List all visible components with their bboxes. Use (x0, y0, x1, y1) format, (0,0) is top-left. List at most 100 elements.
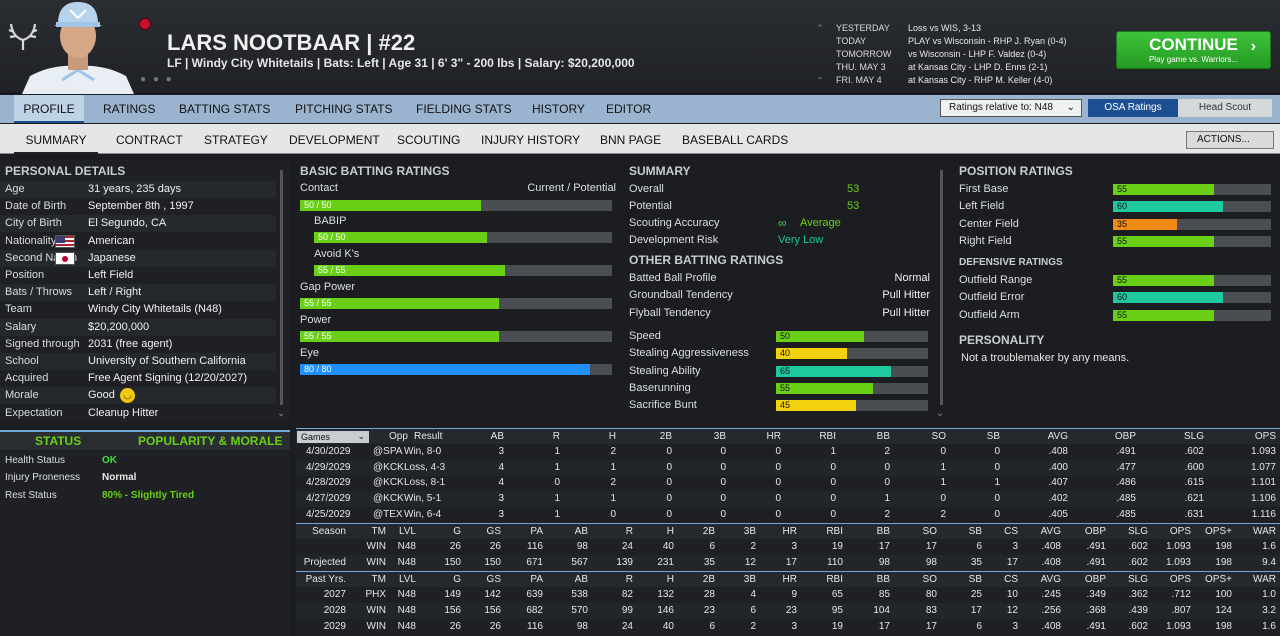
games-select[interactable]: Games ⌄ (297, 431, 369, 443)
column-header[interactable]: SO (931, 431, 946, 442)
column-header[interactable]: AVG (1040, 574, 1061, 585)
column-header[interactable]: WAR (1253, 574, 1276, 585)
column-header[interactable]: SB (968, 574, 982, 585)
column-header[interactable]: 3B (713, 431, 726, 442)
column-header[interactable]: AB (490, 431, 504, 442)
table-cell: 19 (831, 621, 843, 632)
column-header[interactable]: R (625, 526, 633, 537)
column-header[interactable]: H (608, 431, 616, 442)
column-header[interactable]: H (666, 574, 674, 585)
column-header[interactable]: SLG (1127, 526, 1148, 537)
column-header[interactable]: R (552, 431, 560, 442)
column-header[interactable]: PA (530, 526, 543, 537)
osa-ratings-toggle[interactable]: OSA Ratings (1088, 99, 1178, 117)
column-header[interactable]: OPS (1254, 431, 1276, 442)
schedule-arrows-icon[interactable]: ⌃ ⌄ (816, 23, 824, 81)
tab-editor[interactable]: EDITOR (606, 102, 652, 116)
column-header[interactable]: OPS+ (1205, 574, 1232, 585)
column-header[interactable]: HR (782, 574, 797, 585)
tab-batting-stats[interactable]: BATTING STATS (179, 102, 271, 116)
column-header[interactable]: BB (876, 526, 890, 537)
column-header[interactable]: CS (1004, 574, 1018, 585)
column-header[interactable]: Result (414, 431, 443, 442)
tab-history[interactable]: HISTORY (532, 102, 585, 116)
tab-profile[interactable]: PROFILE (14, 95, 84, 123)
scroll-down-icon[interactable]: ⌄ (277, 408, 286, 419)
scroll-down-icon[interactable]: ⌄ (936, 408, 945, 419)
column-header[interactable]: RBI (826, 526, 843, 537)
tab-bnn-page[interactable]: BNN PAGE (600, 133, 662, 147)
column-header[interactable]: SLG (1127, 574, 1148, 585)
column-header[interactable]: RBI (819, 431, 836, 442)
running-label: Speed (629, 330, 661, 342)
column-header[interactable]: OPS+ (1205, 526, 1232, 537)
schedule-row[interactable]: TODAY PLAY vs Wisconsin - RHP J. Ryan (0-… (836, 36, 1067, 46)
column-header[interactable]: AB (574, 574, 588, 585)
column-header[interactable]: H (666, 526, 674, 537)
column-header[interactable]: OBP (1084, 526, 1106, 537)
column-header[interactable]: SLG (1183, 431, 1204, 442)
column-header[interactable]: TM (371, 574, 386, 585)
tab-status[interactable]: STATUS (35, 434, 82, 448)
column-header[interactable]: OPS (1169, 574, 1191, 585)
column-header[interactable]: OPS (1169, 526, 1191, 537)
column-header[interactable]: WAR (1253, 526, 1276, 537)
column-header[interactable]: GS (486, 526, 501, 537)
more-dots-icon[interactable]: ● ● ● (140, 74, 174, 85)
column-header[interactable]: Past Yrs. (305, 574, 346, 585)
column-header[interactable]: BB (876, 574, 890, 585)
column-header[interactable]: G (453, 574, 461, 585)
table-cell: 6 (750, 605, 756, 616)
column-header[interactable]: OBP (1114, 431, 1136, 442)
actions-dropdown[interactable]: ACTIONS... (1186, 131, 1274, 149)
column-header[interactable]: 2B (659, 431, 672, 442)
column-header[interactable]: LVL (398, 526, 416, 537)
tab-injury-history[interactable]: INJURY HISTORY (481, 133, 581, 147)
column-header[interactable]: 3B (743, 526, 756, 537)
column-header[interactable]: OBP (1084, 574, 1106, 585)
running-label: Stealing Ability (629, 364, 701, 377)
column-header[interactable]: CS (1004, 526, 1018, 537)
column-header[interactable]: AVG (1047, 431, 1068, 442)
table-cell: 98 (576, 541, 588, 552)
column-header[interactable]: RBI (826, 574, 843, 585)
head-scout-toggle[interactable]: Head Scout (1178, 99, 1272, 117)
tab-pitching-stats[interactable]: PITCHING STATS (295, 102, 393, 116)
ratings-relative-select[interactable]: Ratings relative to: N48 ⌄ (940, 99, 1082, 117)
column-header[interactable]: SB (968, 526, 982, 537)
column-header[interactable]: SB (986, 431, 1000, 442)
continue-button[interactable]: CONTINUE Play game vs. Warriors... › (1116, 31, 1271, 69)
tab-ratings[interactable]: RATINGS (103, 102, 156, 116)
scrollbar[interactable] (280, 170, 283, 405)
schedule-row: TOMORROW vs Wisconsin - LHP F. Valdez (0-… (836, 49, 1047, 59)
column-header[interactable]: Opp (389, 431, 408, 442)
column-header[interactable]: HR (782, 526, 797, 537)
tab-contract[interactable]: CONTRACT (116, 133, 183, 147)
column-header[interactable]: BB (876, 431, 890, 442)
column-header[interactable]: AB (574, 526, 588, 537)
column-header[interactable]: 2B (702, 574, 715, 585)
column-header[interactable]: 2B (702, 526, 715, 537)
tab-baseball-cards[interactable]: BASEBALL CARDS (682, 133, 789, 147)
column-header[interactable]: G (453, 526, 461, 537)
column-header[interactable]: 3B (743, 574, 756, 585)
column-header[interactable]: R (625, 574, 633, 585)
tab-summary[interactable]: SUMMARY (14, 124, 98, 154)
column-header[interactable]: TM (371, 526, 386, 537)
tab-development[interactable]: DEVELOPMENT (289, 133, 380, 147)
column-header[interactable]: HR (766, 431, 781, 442)
column-header[interactable]: SO (922, 526, 937, 537)
column-header[interactable]: SO (922, 574, 937, 585)
tab-popularity-morale[interactable]: POPULARITY & MORALE (138, 434, 283, 448)
scrollbar[interactable] (940, 170, 943, 405)
tab-fielding-stats[interactable]: FIELDING STATS (416, 102, 512, 116)
column-header[interactable]: PA (530, 574, 543, 585)
column-header[interactable]: AVG (1040, 526, 1061, 537)
column-header[interactable]: GS (486, 574, 501, 585)
personal-row: City of Birth El Segundo, CA (0, 215, 276, 233)
column-header[interactable]: Season (312, 526, 346, 537)
column-header[interactable]: LVL (398, 574, 416, 585)
tab-strategy[interactable]: STRATEGY (204, 133, 268, 147)
tab-scouting[interactable]: SCOUTING (397, 133, 461, 147)
table-cell: Win, 5-1 (404, 493, 442, 505)
